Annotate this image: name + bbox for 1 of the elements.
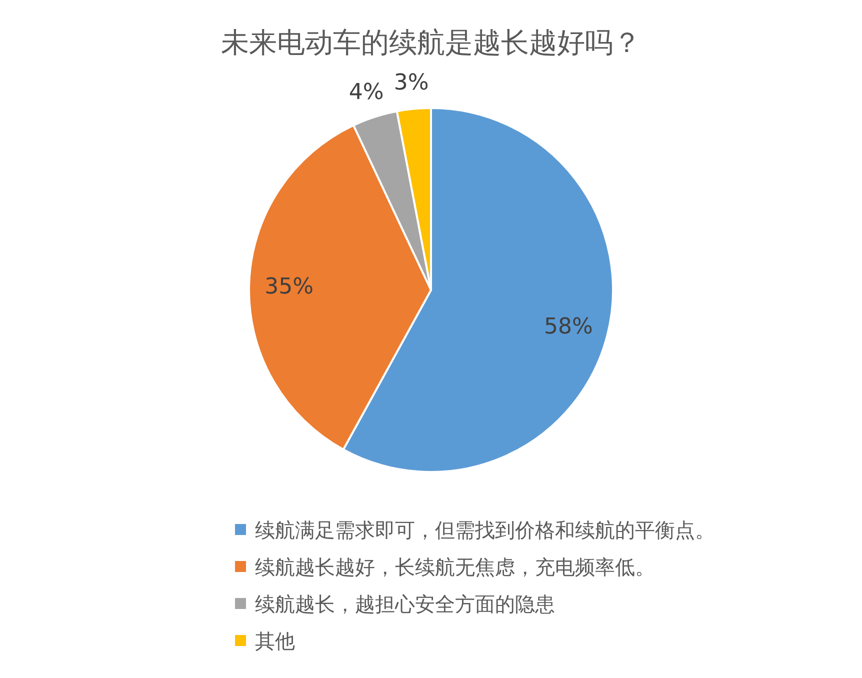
title: 未来电动车的续航是越长越好吗？	[221, 26, 641, 59]
